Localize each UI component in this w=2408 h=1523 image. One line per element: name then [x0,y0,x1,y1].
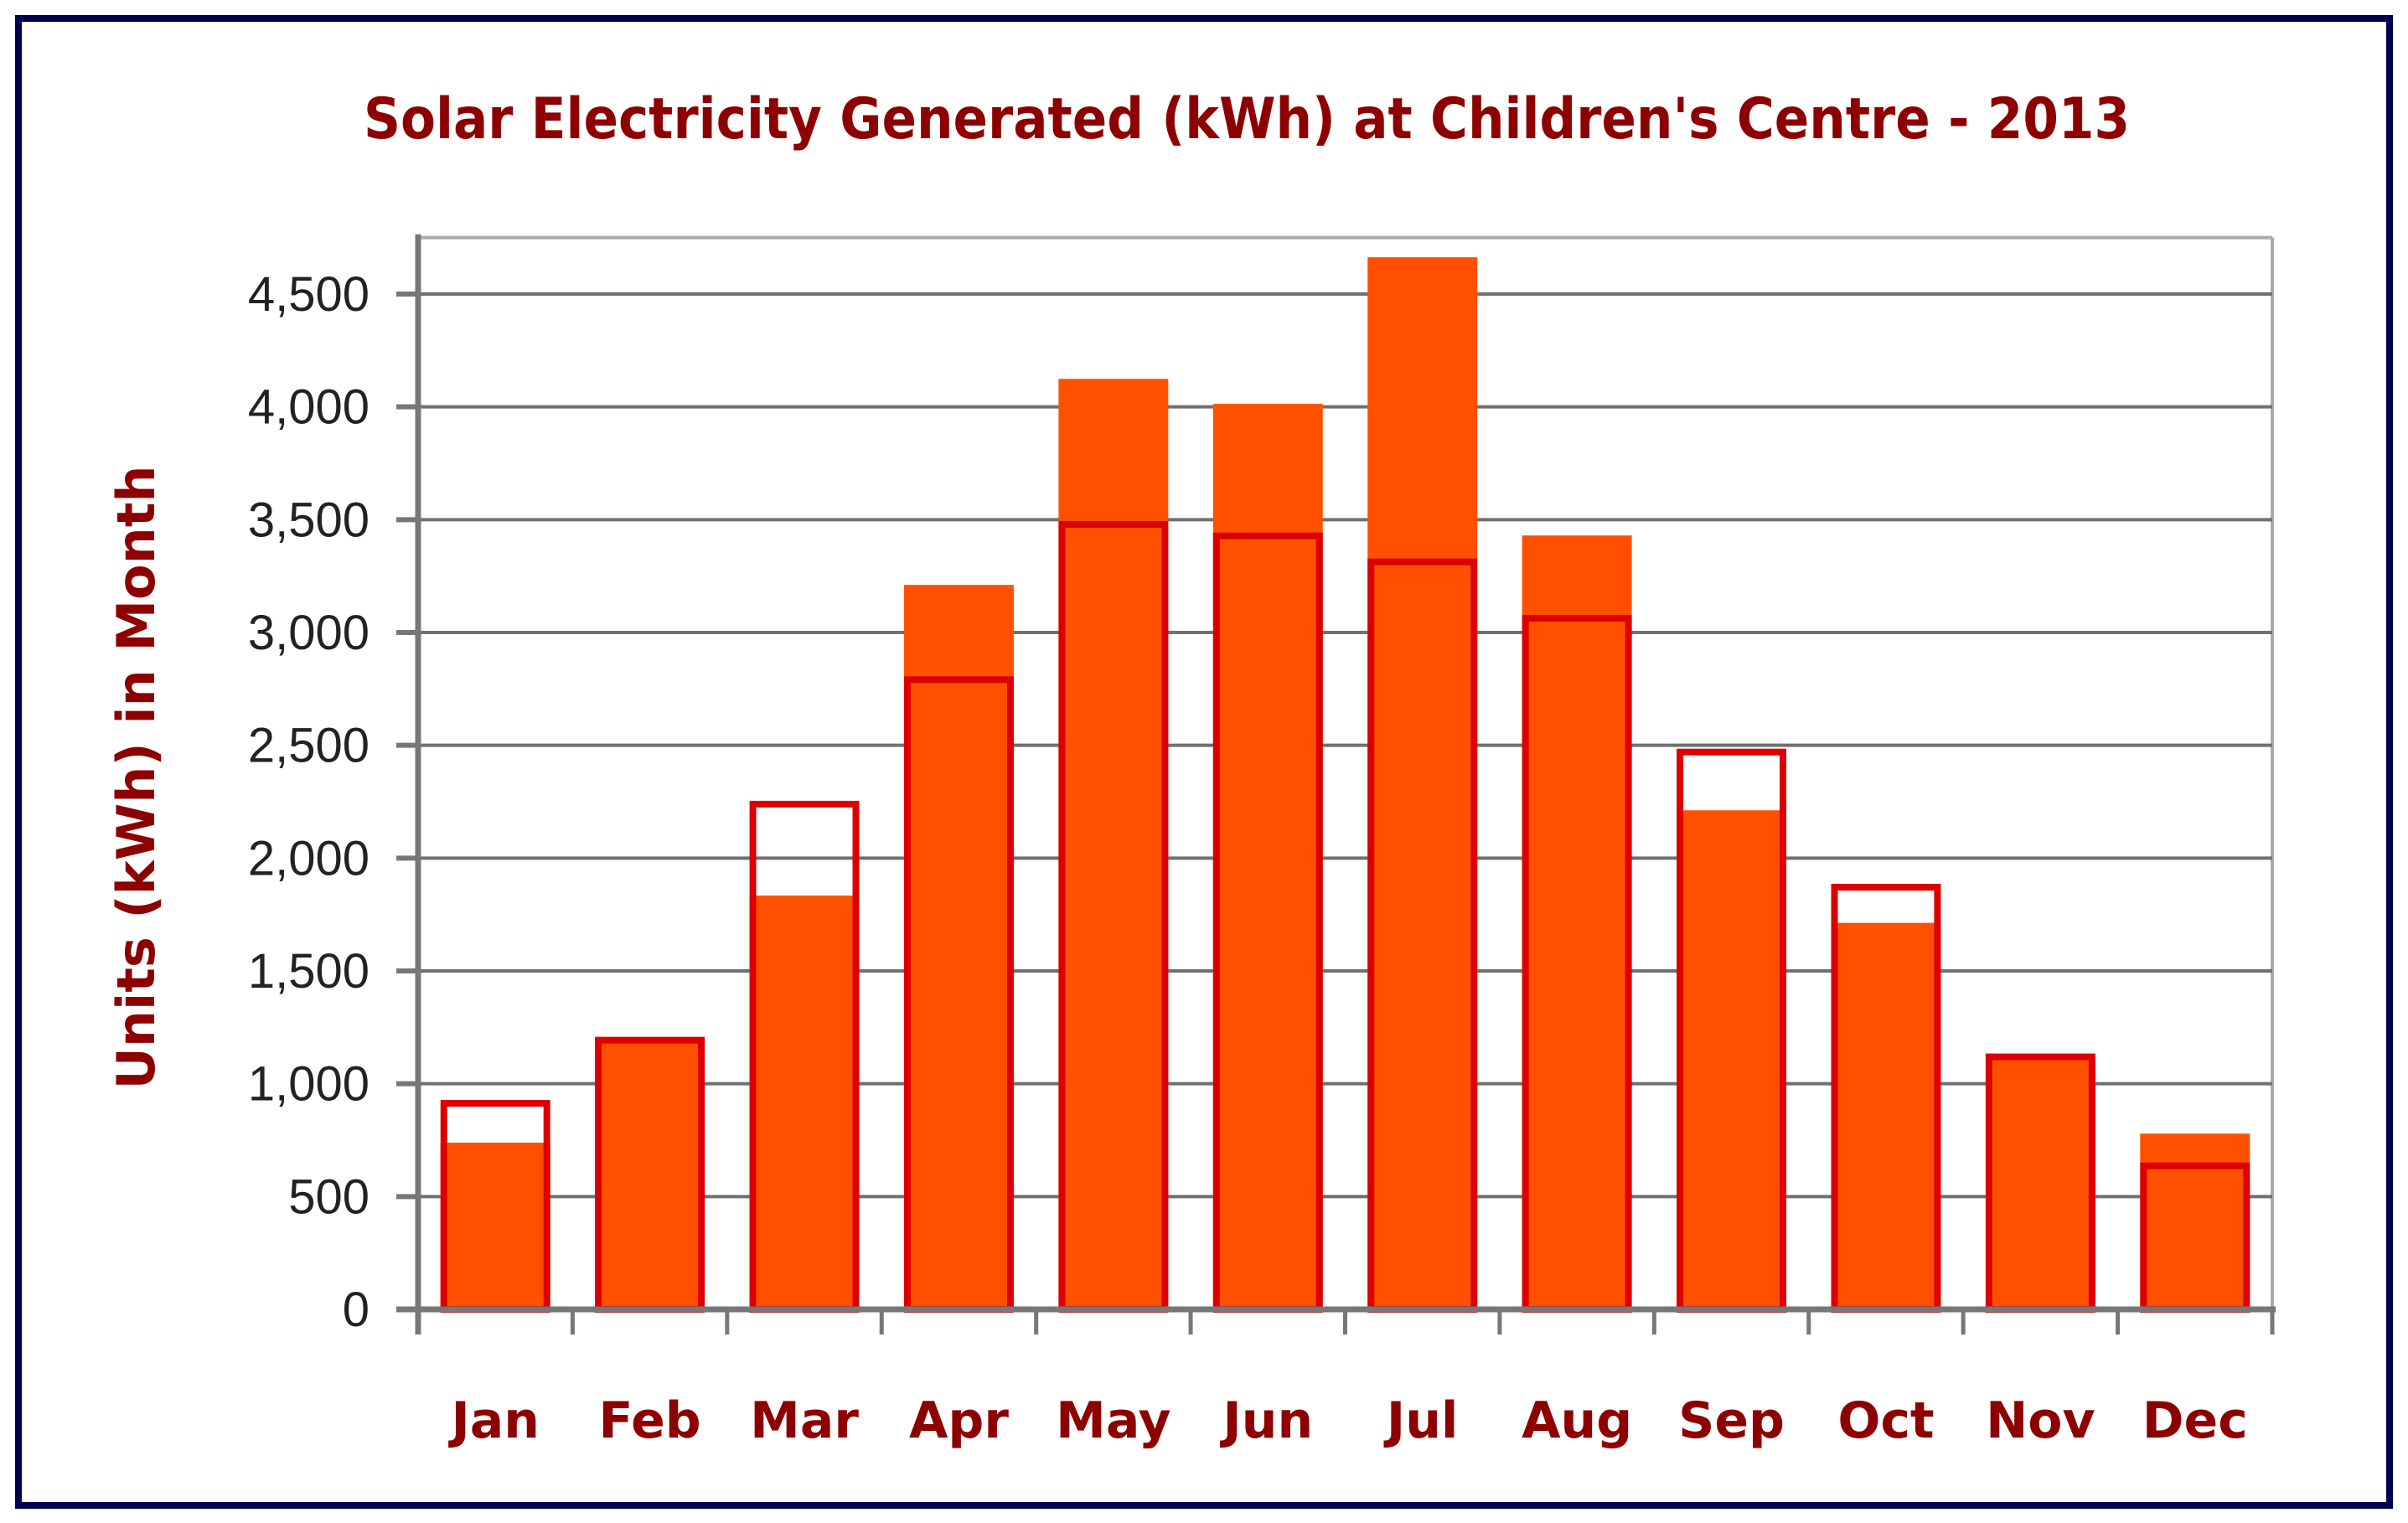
x-tick-label: Jan [447,1391,540,1450]
y-tick-label: 2,500 [248,719,369,773]
chart-title: Solar Electricity Generated (kWh) at Chi… [364,86,2130,152]
x-tick-label: Feb [599,1391,701,1450]
bar-filled-nov [1985,1056,2095,1309]
bar-filled-jul [1367,257,1478,1310]
x-tick-label: Apr [909,1391,1009,1450]
y-tick-label: 3,500 [248,493,369,547]
y-tick-label: 2,000 [248,831,369,885]
bar-filled-jan [440,1142,550,1309]
x-tick-label: Jul [1383,1391,1459,1450]
x-axis-ticks: Jan Feb Mar Apr May Jun Jul Aug Sep Oct Nov Dec [416,1309,2275,1450]
x-tick-label: Nov [1986,1391,2095,1450]
y-tick-label: 4,000 [248,380,369,435]
bars [440,257,2250,1314]
x-tick-label: May [1056,1391,1170,1450]
y-axis-ticks: 0 500 1,000 1,500 2,000 2,500 3,000 3,500 4,000 4… [248,267,418,1337]
bar-filled-sep [1677,810,1787,1309]
bar-filled-feb [595,1038,705,1309]
y-tick-label: 500 [288,1169,369,1224]
y-tick-label: 1,500 [248,944,369,999]
bar-filled-mar [749,896,860,1309]
x-tick-label: Jun [1219,1391,1313,1450]
bar-filled-oct [1831,922,1941,1309]
y-axis-label: Units (kWh) in Month [106,465,167,1089]
gridlines [418,235,2274,1309]
x-tick-label: Oct [1837,1391,1934,1450]
y-tick-label: 4,500 [248,267,369,322]
y-tick-label: 0 [343,1283,369,1337]
x-tick-label: Aug [1522,1391,1632,1450]
bar-filled-apr [903,585,1014,1309]
bar-filled-dec [2140,1133,2250,1309]
x-tick-label: Sep [1678,1391,1785,1450]
y-tick-label: 1,000 [248,1057,369,1112]
x-tick-label: Dec [2142,1391,2248,1450]
x-tick-label: Mar [750,1391,859,1450]
y-tick-label: 3,000 [248,606,369,660]
bar-filled-jun [1212,404,1323,1310]
bar-filled-aug [1522,535,1632,1309]
bar-filled-may [1058,379,1169,1310]
